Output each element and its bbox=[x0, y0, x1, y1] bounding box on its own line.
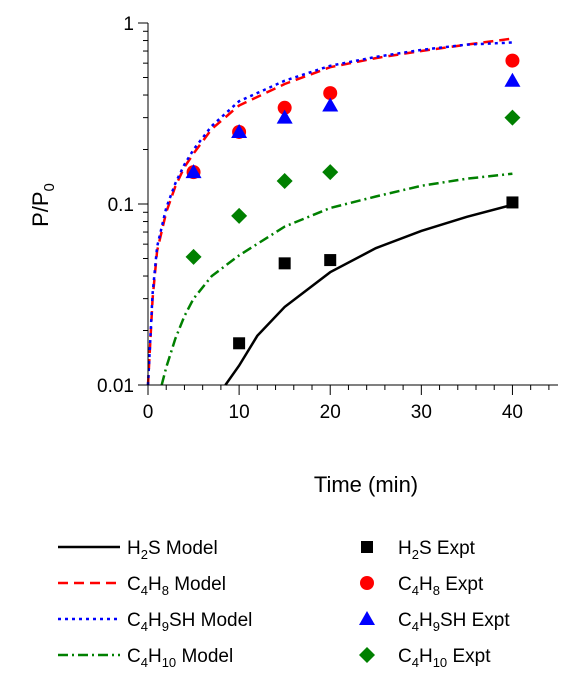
c4h9sh-model-legend-label: C4H9SH Model bbox=[127, 610, 252, 634]
c4h9sh-expt-legend-label: C4H9SH Expt bbox=[398, 610, 510, 634]
c4h10-expt-legend-marker bbox=[359, 647, 375, 663]
c4h10-expt-legend-label: C4H10 Expt bbox=[398, 646, 491, 670]
y-tick-label: 0.1 bbox=[108, 195, 134, 216]
c4h10-expt-point bbox=[322, 164, 339, 181]
c4h10-expt-point bbox=[231, 207, 248, 224]
c4h8-expt-legend-marker bbox=[360, 576, 374, 590]
h2s-expt-point bbox=[278, 257, 291, 270]
y-axis-title-subscript: 0 bbox=[41, 183, 58, 191]
h2s-expt-legend-label: H2S Expt bbox=[398, 538, 476, 562]
c4h8-expt-point bbox=[277, 100, 292, 115]
c4h8-expt-legend-label: C4H8 Expt bbox=[398, 574, 484, 598]
x-tick-label: 20 bbox=[320, 402, 341, 423]
x-tick-label: 0 bbox=[143, 402, 154, 423]
h2s-expt-point bbox=[233, 337, 246, 350]
h2s-model-line bbox=[224, 203, 513, 386]
c4h10-expt-point bbox=[504, 109, 521, 126]
c4h9sh-model-line bbox=[146, 41, 513, 386]
plot-area bbox=[146, 37, 521, 386]
h2s-model-legend-label: H2S Model bbox=[127, 538, 218, 562]
c4h9sh-expt-point bbox=[322, 97, 339, 112]
y-axis-title: P/P0 bbox=[28, 183, 58, 227]
c4h10-model-line bbox=[160, 172, 513, 386]
legend: H2S Model C4H8 Model C4H9SH Model C4H10 Mod… bbox=[58, 538, 510, 670]
x-tick-label: 30 bbox=[411, 402, 432, 423]
c4h8-expt-point bbox=[323, 86, 338, 101]
c4h9sh-expt-point bbox=[185, 164, 202, 179]
c4h10-expt-point bbox=[185, 248, 202, 265]
h2s-expt-point bbox=[506, 196, 519, 209]
h2s-expt-point bbox=[324, 254, 337, 267]
x-tick-label: 10 bbox=[229, 402, 250, 423]
c4h9sh-expt-point bbox=[231, 123, 248, 138]
x-tick-label: 40 bbox=[502, 402, 523, 423]
c4h9sh-expt-point bbox=[504, 72, 521, 87]
x-axis: 0 10 20 30 40 bbox=[143, 384, 558, 423]
c4h8-expt-point bbox=[505, 53, 520, 68]
c4h10-expt-point bbox=[276, 172, 293, 189]
y-axis: 0.01 0.1 1 bbox=[97, 14, 149, 397]
c4h9sh-expt-legend-marker bbox=[359, 611, 375, 625]
h2s-expt-legend-marker bbox=[361, 541, 373, 553]
c4h10-model-legend-label: C4H10 Model bbox=[127, 646, 233, 670]
y-axis-title-base: P/P bbox=[28, 191, 53, 226]
y-tick-label: 0.01 bbox=[97, 376, 134, 397]
y-tick-label: 1 bbox=[123, 14, 134, 35]
x-axis-title: Time (min) bbox=[314, 472, 418, 497]
c4h8-model-legend-label: C4H8 Model bbox=[127, 574, 226, 598]
c4h9sh-expt-point bbox=[276, 109, 293, 124]
